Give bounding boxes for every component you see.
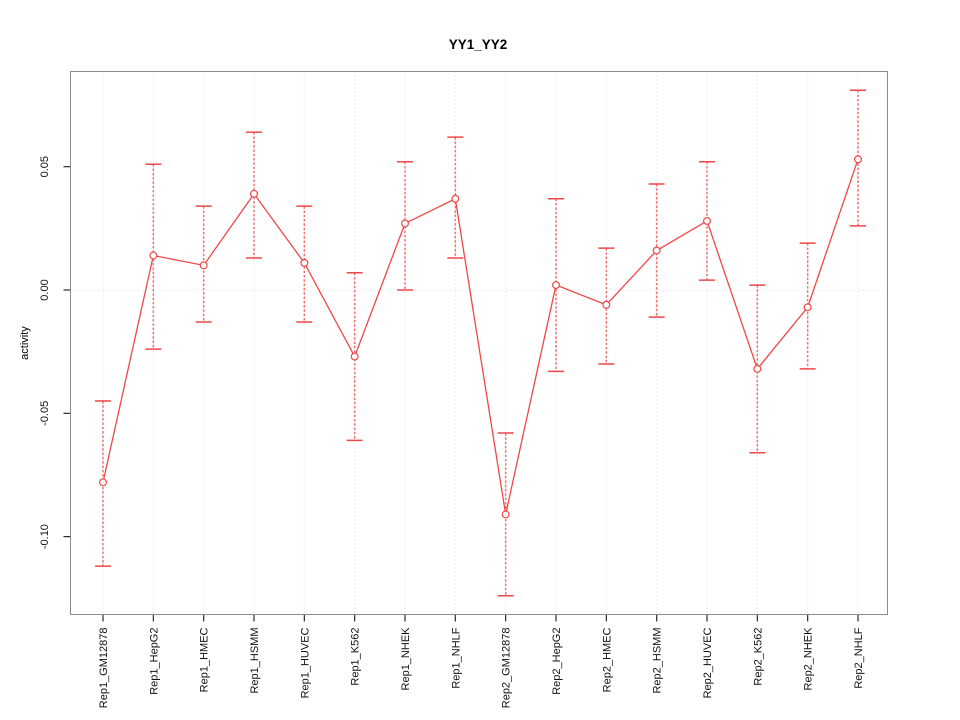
x-tick-label: Rep1_HSMM: [249, 628, 261, 694]
x-tick-label: Rep2_NHEK: [803, 627, 815, 691]
x-tick-label: Rep2_GM12878: [501, 628, 513, 709]
y-axis-label: activity: [19, 326, 31, 360]
data-point: [652, 246, 661, 255]
series-line: [102, 159, 859, 515]
data-point: [451, 194, 460, 203]
data-point: [149, 251, 158, 260]
y-tick-label: 0.05: [39, 156, 51, 177]
chart-dynamic: 0.05 0.00 -0.05 -0.10 Rep1_GM12878 Rep1_HepG2…: [39, 71, 888, 709]
data-point: [98, 478, 107, 487]
data-point: [753, 364, 762, 373]
data-point: [350, 352, 359, 361]
y-tick-label: -0.05: [39, 401, 51, 426]
plot-border: [70, 71, 888, 615]
x-tick-label: Rep1_NHLF: [450, 627, 462, 688]
x-tick-label: Rep2_HSMM: [652, 628, 664, 694]
x-tick-label: Rep1_HepG2: [148, 628, 160, 695]
x-tick-label: Rep1_K562: [350, 628, 362, 686]
y-tick-label: -0.10: [39, 524, 51, 549]
data-point: [250, 189, 259, 198]
x-tick-label: Rep2_HepG2: [551, 628, 563, 695]
x-tick-label: Rep2_NHLF: [853, 627, 865, 688]
data-point: [602, 300, 611, 309]
y-tick-label: 0.00: [39, 279, 51, 300]
data-point: [803, 303, 812, 312]
chart-title: YY1_YY2: [449, 37, 508, 52]
x-tick-label: Rep2_K562: [752, 628, 764, 686]
x-tick-label: Rep2_HMEC: [601, 627, 613, 692]
data-point: [551, 281, 560, 290]
x-tick-label: Rep1_HUVEC: [299, 627, 311, 698]
data-point: [501, 510, 510, 519]
data-point: [853, 155, 862, 164]
data-point: [702, 216, 711, 225]
x-tick-label: Rep1_HMEC: [199, 627, 211, 692]
data-point: [199, 261, 208, 270]
data-point: [300, 258, 309, 267]
x-tick-label: Rep1_NHEK: [400, 627, 412, 691]
x-tick-label: Rep2_HUVEC: [702, 627, 714, 698]
x-tick-label: Rep1_GM12878: [98, 628, 110, 709]
data-point: [401, 219, 410, 228]
